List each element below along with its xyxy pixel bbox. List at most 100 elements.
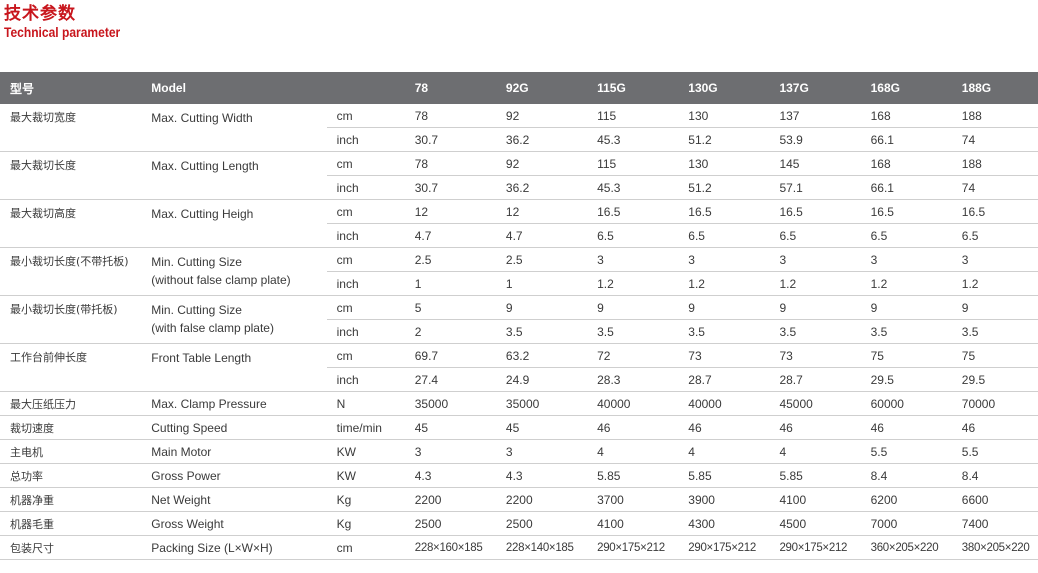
unit-cell: cm <box>326 151 405 176</box>
table-row: inch 4.7 4.7 6.5 6.5 6.5 6.5 6.5 <box>0 223 1038 248</box>
value-cell: 78 <box>404 151 496 176</box>
value-cell: 45 <box>495 415 588 440</box>
page-title-cn: 技术参数 <box>4 4 76 24</box>
value-cell: 6.5 <box>678 223 770 248</box>
param-name-en: Min. Cutting Size (with false clamp plate… <box>141 295 327 344</box>
value-cell: 9 <box>495 295 588 320</box>
value-cell: 8.4 <box>951 463 1038 488</box>
value-cell: 1.2 <box>587 271 679 296</box>
value-cell: 168 <box>860 151 952 176</box>
header-row: 型号 Model 78 92G 115G 130G 137G 168G 188G <box>0 72 1038 104</box>
value-cell: 63.2 <box>495 343 588 368</box>
value-cell: 35000 <box>404 391 496 416</box>
value-cell: 290×175×212 <box>678 535 770 560</box>
value-cell: 46 <box>587 415 679 440</box>
value-cell: 45.3 <box>587 127 679 152</box>
value-cell: 1.2 <box>678 271 770 296</box>
value-cell: 36.2 <box>495 127 588 152</box>
value-cell: 6.5 <box>951 223 1038 248</box>
param-name-en: Front Table Length <box>141 343 327 392</box>
value-cell: 78 <box>404 104 496 128</box>
param-name-en-line: Main Motor <box>151 444 212 459</box>
value-cell: 5.85 <box>769 463 861 488</box>
table-row: inch 1 1 1.2 1.2 1.2 1.2 1.2 <box>0 271 1038 296</box>
value-cell: 9 <box>769 295 861 320</box>
param-name-en-line: Max. Cutting Length <box>151 159 259 173</box>
value-cell: 4100 <box>587 511 679 536</box>
table-row: inch 27.4 24.9 28.3 28.7 28.7 29.5 29.5 <box>0 367 1038 392</box>
value-cell: 130 <box>678 104 770 128</box>
value-cell: 16.5 <box>860 199 952 224</box>
param-name-cn: 机器净重 <box>0 487 142 512</box>
value-cell: 69.7 <box>404 343 496 368</box>
value-cell: 46 <box>860 415 952 440</box>
unit-cell: inch <box>326 223 405 248</box>
value-cell: 3.5 <box>951 319 1038 344</box>
value-cell: 30.7 <box>404 127 496 152</box>
table-row: 工作台前伸长度 Front Table Length cm 69.7 63.2 72 73 7… <box>0 343 1038 392</box>
param-name-cn: 工作台前伸长度 <box>0 343 142 392</box>
param-name-en-line: Front Table Length <box>151 351 252 365</box>
table-row: 机器净重 Net Weight Kg 2200 2200 3700 3900 4100 6200… <box>0 487 1038 512</box>
value-cell: 75 <box>951 343 1038 368</box>
value-cell: 188 <box>951 151 1038 176</box>
value-cell: 40000 <box>678 391 770 416</box>
table-row: 机器毛重 Gross Weight Kg 2500 2500 4100 4300 4500 70… <box>0 511 1038 536</box>
value-cell: 4 <box>587 439 679 464</box>
param-name-cn: 裁切速度 <box>0 415 142 440</box>
value-cell: 51.2 <box>678 175 770 200</box>
param-name-en: Gross Power <box>141 463 327 488</box>
header-model: 78 <box>404 72 496 104</box>
param-name-cn: 总功率 <box>0 463 142 488</box>
value-cell: 4.7 <box>495 223 588 248</box>
page-title-block: 技术参数 Technical parameter <box>4 4 139 41</box>
param-name-cn: 最大裁切高度 <box>0 199 142 248</box>
param-name-en: Net Weight <box>141 487 327 512</box>
value-cell: 3 <box>951 247 1038 272</box>
param-name-en: Gross Weight <box>141 511 327 536</box>
value-cell: 30.7 <box>404 175 496 200</box>
spec-table: 型号 Model 78 92G 115G 130G 137G 168G 188G… <box>0 72 1038 560</box>
value-cell: 115 <box>587 104 679 128</box>
param-name-en-line: Packing Size (L×W×H) <box>151 540 273 555</box>
value-cell: 3 <box>495 439 588 464</box>
value-cell: 130 <box>678 151 770 176</box>
table-row: 最小裁切长度(带托板) Min. Cutting Size (with false … <box>0 295 1038 344</box>
value-cell: 360×205×220 <box>860 535 952 560</box>
param-name-en-line: Max. Clamp Pressure <box>151 396 267 411</box>
value-cell: 51.2 <box>678 127 770 152</box>
value-cell: 66.1 <box>860 175 952 200</box>
value-cell: 28.7 <box>678 367 770 392</box>
unit-cell: cm <box>326 295 405 320</box>
value-cell: 9 <box>951 295 1038 320</box>
value-cell: 5.85 <box>587 463 679 488</box>
value-cell: 3900 <box>678 487 770 512</box>
spec-table-header: 型号 Model 78 92G 115G 130G 137G 168G 188G <box>0 72 1038 104</box>
param-name-cn: 主电机 <box>0 439 142 464</box>
unit-cell: KW <box>326 439 405 464</box>
value-cell: 7000 <box>860 511 952 536</box>
value-cell: 46 <box>678 415 770 440</box>
table-row: inch 2 3.5 3.5 3.5 3.5 3.5 3.5 <box>0 319 1038 344</box>
value-cell: 6.5 <box>860 223 952 248</box>
unit-cell: cm <box>326 535 405 560</box>
value-cell: 115 <box>587 151 679 176</box>
value-cell: 92 <box>495 104 588 128</box>
value-cell: 60000 <box>860 391 952 416</box>
param-name-en-line: Gross Power <box>151 468 221 483</box>
value-cell: 137 <box>769 104 861 128</box>
unit-cell: inch <box>326 319 405 344</box>
value-cell: 3.5 <box>587 319 679 344</box>
value-cell: 228×160×185 <box>404 535 496 560</box>
value-cell: 28.7 <box>769 367 861 392</box>
header-en: Model <box>141 72 327 104</box>
value-cell: 4.3 <box>495 463 588 488</box>
value-cell: 74 <box>951 175 1038 200</box>
value-cell: 3.5 <box>495 319 588 344</box>
value-cell: 45 <box>404 415 496 440</box>
value-cell: 28.3 <box>587 367 679 392</box>
value-cell: 57.1 <box>769 175 861 200</box>
value-cell: 16.5 <box>769 199 861 224</box>
value-cell: 46 <box>769 415 861 440</box>
value-cell: 35000 <box>495 391 588 416</box>
